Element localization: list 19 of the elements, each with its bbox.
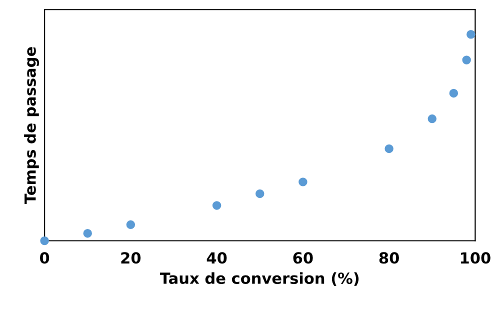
point [449, 88, 458, 98]
point [83, 228, 92, 238]
point [256, 189, 264, 198]
x-tick-label: 80 [379, 252, 399, 264]
point [466, 30, 476, 39]
x-tick-label: 20 [121, 252, 141, 264]
x-tick-label: 100 [460, 252, 490, 264]
point [462, 56, 471, 64]
x-tick-label: 0 [40, 252, 50, 264]
point [384, 144, 394, 154]
point [40, 236, 49, 246]
x-axis-title: Taux de conversion (%) [160, 272, 359, 286]
point [126, 220, 136, 230]
point [212, 201, 222, 210]
point [428, 114, 437, 124]
point [298, 178, 308, 186]
x-tick-label: 40 [206, 252, 227, 264]
y-axis-title: Temps de passage [24, 47, 39, 204]
x-tick-label: 60 [293, 252, 313, 264]
